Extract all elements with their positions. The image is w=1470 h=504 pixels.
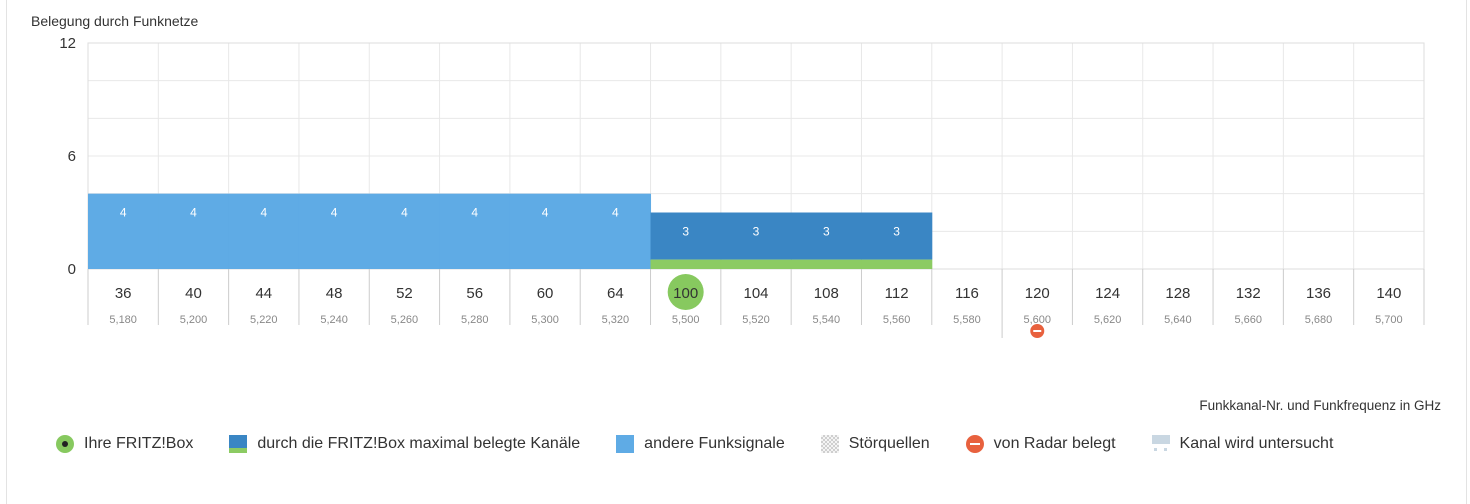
bar-fritzbox-base	[650, 259, 722, 269]
bar-value-label: 4	[542, 206, 549, 220]
bar-value-label: 3	[682, 225, 689, 239]
bar-fritzbox-base	[791, 259, 862, 269]
x-tick-channel-label: 112	[885, 285, 909, 302]
chart-legend: Ihre FRITZ!Box durch die FRITZ!Box maxim…	[56, 435, 1369, 453]
bar-fritzbox-max-channel	[861, 212, 933, 260]
bar-value-label: 4	[331, 206, 338, 220]
panel-left-border	[6, 0, 7, 504]
x-tick-frequency-label: 5,200	[180, 314, 208, 326]
legend-item-interference: Störquellen	[820, 435, 930, 453]
y-tick-label: 0	[68, 261, 76, 278]
x-tick-channel-label: 120	[1025, 285, 1050, 302]
chart-title: Belegung durch Funknetze	[31, 13, 199, 29]
x-axis-label: Funkkanal-Nr. und Funkfrequenz in GHz	[1199, 398, 1441, 413]
fritzbox-dot-icon	[56, 435, 74, 453]
legend-item-fritzbox: Ihre FRITZ!Box	[56, 435, 193, 453]
bar-other-signals	[509, 193, 581, 269]
bar-other-signals	[88, 193, 159, 269]
x-tick-frequency-label: 5,700	[1375, 314, 1403, 326]
x-tick-frequency-label: 5,320	[602, 314, 630, 326]
y-tick-label: 12	[59, 35, 76, 52]
x-tick-frequency-label: 5,240	[320, 314, 348, 326]
bar-value-label: 4	[190, 206, 197, 220]
x-tick-frequency-label: 5,620	[1094, 314, 1122, 326]
x-tick-channel-label: 52	[396, 285, 413, 302]
bar-value-label: 3	[893, 225, 900, 239]
bar-other-signals	[580, 193, 652, 269]
x-tick-frequency-label: 5,640	[1164, 314, 1192, 326]
x-tick-frequency-label: 5,660	[1234, 314, 1262, 326]
legend-label-radar: von Radar belegt	[993, 435, 1116, 452]
x-tick-channel-label: 48	[326, 285, 343, 302]
legend-label-fritzbox: Ihre FRITZ!Box	[84, 435, 194, 452]
radar-icon-bar	[1033, 330, 1042, 332]
legend-item-scanning: Kanal wird untersucht	[1151, 435, 1334, 453]
legend-item-radar: von Radar belegt	[965, 435, 1116, 453]
bar-fritzbox-max-channel	[720, 212, 792, 260]
fritzbox-channel-marker	[667, 274, 704, 310]
x-tick-frequency-label: 5,500	[672, 314, 700, 326]
bar-value-label: 4	[260, 206, 267, 220]
bar-fritzbox-base	[720, 259, 792, 269]
bar-value-label: 4	[401, 206, 408, 220]
x-tick-frequency-label: 5,300	[531, 314, 559, 326]
scanning-swatch-icon	[1151, 435, 1170, 453]
bar-other-signals	[369, 193, 441, 269]
panel-right-border	[1466, 0, 1467, 504]
legend-label-other-signals: andere Funksignale	[644, 435, 785, 452]
bar-value-label: 4	[120, 206, 127, 220]
x-tick-channel-label: 136	[1306, 285, 1331, 302]
bar-fritzbox-max-channel	[791, 212, 862, 260]
legend-item-other-signals: andere Funksignale	[616, 435, 785, 453]
x-tick-frequency-label: 5,680	[1305, 314, 1333, 326]
other-signals-swatch-icon	[616, 435, 635, 453]
legend-label-max-channels: durch die FRITZ!Box maximal belegte Kanä…	[257, 435, 581, 452]
bar-value-label: 4	[471, 206, 478, 220]
bar-other-signals	[228, 193, 300, 269]
bar-fritzbox-base	[861, 259, 933, 269]
x-tick-frequency-label: 5,600	[1023, 314, 1051, 326]
x-tick-channel-label: 128	[1165, 285, 1190, 302]
x-tick-frequency-label: 5,540	[813, 314, 841, 326]
x-tick-frequency-label: 5,580	[953, 314, 981, 326]
legend-label-interference: Störquellen	[848, 435, 930, 452]
bar-other-signals	[158, 193, 230, 269]
legend-label-scanning: Kanal wird untersucht	[1179, 435, 1334, 452]
bar-value-label: 3	[823, 225, 830, 239]
x-tick-channel-label: 140	[1376, 285, 1401, 302]
x-tick-channel-label: 56	[466, 285, 483, 302]
x-tick-frequency-label: 5,280	[461, 314, 489, 326]
x-tick-channel-label: 108	[814, 285, 839, 302]
bar-other-signals	[298, 193, 370, 269]
x-tick-channel-label: 124	[1095, 285, 1120, 302]
legend-item-max-channels: durch die FRITZ!Box maximal belegte Kanä…	[229, 435, 580, 453]
interference-swatch-icon	[820, 435, 839, 453]
bar-fritzbox-max-channel	[650, 212, 722, 260]
x-tick-channel-label: 104	[743, 285, 768, 302]
x-tick-channel-label: 36	[115, 285, 132, 302]
x-tick-frequency-label: 5,560	[883, 314, 911, 326]
x-tick-channel-label: 132	[1236, 285, 1261, 302]
x-tick-channel-label: 60	[537, 285, 554, 302]
x-tick-channel-label: 64	[607, 285, 624, 302]
x-tick-frequency-label: 5,220	[250, 314, 278, 326]
x-tick-frequency-label: 5,180	[109, 314, 137, 326]
x-tick-frequency-label: 5,520	[742, 314, 770, 326]
bar-value-label: 4	[612, 206, 619, 220]
radar-icon	[965, 435, 984, 453]
bar-value-label: 3	[753, 225, 760, 239]
x-tick-channel-label: 116	[955, 285, 979, 302]
max-channels-swatch-icon	[229, 435, 248, 453]
x-tick-channel-label: 44	[255, 285, 272, 302]
bar-other-signals	[439, 193, 511, 269]
x-tick-channel-label: 40	[185, 285, 202, 302]
x-tick-channel-label: 100	[673, 285, 698, 302]
x-tick-frequency-label: 5,260	[391, 314, 419, 326]
y-tick-label: 6	[68, 148, 76, 165]
